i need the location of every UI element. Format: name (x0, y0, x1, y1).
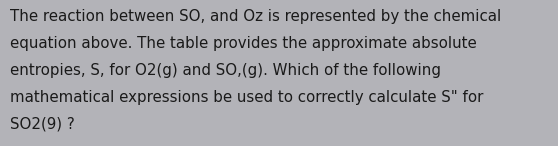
Text: SO2(9) ?: SO2(9) ? (10, 117, 75, 132)
Text: entropies, S, for O2(g) and SO,(g). Which of the following: entropies, S, for O2(g) and SO,(g). Whic… (10, 63, 441, 78)
Text: The reaction between SO, and Oz is represented by the chemical: The reaction between SO, and Oz is repre… (10, 9, 501, 24)
Text: equation above. The table provides the approximate absolute: equation above. The table provides the a… (10, 36, 477, 51)
Text: mathematical expressions be used to correctly calculate S" for: mathematical expressions be used to corr… (10, 90, 483, 105)
